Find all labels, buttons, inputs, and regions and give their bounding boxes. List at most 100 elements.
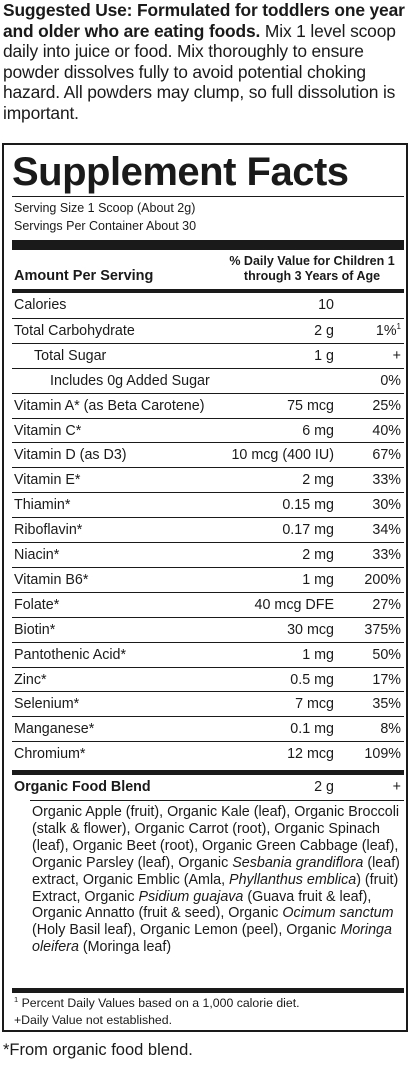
nutrient-daily-value: 17% xyxy=(372,668,401,693)
daily-value-text: 35% xyxy=(372,696,401,713)
nutrient-row: Selenium* 7 mcg 35% xyxy=(12,691,404,717)
nutrient-name: Selenium* xyxy=(14,696,80,713)
daily-value-text: 40% xyxy=(372,422,401,439)
nutrient-amount: 0.17 mg xyxy=(282,522,334,539)
nutrient-row: Vitamin B6* 1 mg 200% xyxy=(12,566,404,593)
botanical-name: Phyllanthus emblica xyxy=(229,871,357,888)
nutrient-daily-value: 30% xyxy=(372,493,401,518)
nutrient-name: Vitamin A* (as Beta Carotene) xyxy=(14,397,205,414)
daily-value-text: 67% xyxy=(372,447,401,464)
nutrient-name: Vitamin D (as D3) xyxy=(14,447,127,464)
nutrient-row: Niacin* 2 mg 33% xyxy=(12,542,404,568)
nutrient-row: Thiamin* 0.15 mg 30% xyxy=(12,492,404,518)
daily-value-text: 375% xyxy=(364,621,401,638)
ingredient-text: (Holy Basil leaf), Organic Lemon (peel),… xyxy=(32,922,341,939)
nutrient-name: Folate* xyxy=(14,596,60,613)
nutrient-row: Pantothenic Acid* 1 mg 50% xyxy=(12,641,404,668)
nutrient-amount: 1 mg xyxy=(302,571,334,588)
nutrient-daily-value: 27% xyxy=(372,593,401,618)
nutrient-daily-value: 33% xyxy=(372,468,401,493)
nutrient-daily-value: 0% xyxy=(380,369,401,394)
suggested-use-heading: Suggested Use: Formulated for toddlers o… xyxy=(3,0,405,41)
servings-per-container: Servings Per Container About 30 xyxy=(14,219,197,233)
amount-per-serving-header: Amount Per Serving xyxy=(14,268,154,284)
daily-value-text: 8% xyxy=(380,721,401,738)
nutrient-amount: 30 mcg xyxy=(287,621,334,638)
nutrient-name: Total Sugar xyxy=(34,347,107,364)
blend-title: Organic Food Blend xyxy=(14,779,151,795)
daily-value-text: 109% xyxy=(364,746,401,763)
nutrient-daily-value: 40% xyxy=(372,419,401,444)
daily-value-header: % Daily Value for Children 1 through 3 Y… xyxy=(229,254,395,283)
nutrient-row: Includes 0g Added Sugar 0% xyxy=(12,367,404,394)
nutrient-row: Total Carbohydrate 2 g 1%1 xyxy=(12,317,404,344)
daily-value-text: 200% xyxy=(364,571,401,588)
nutrient-name: Vitamin B6* xyxy=(14,571,89,588)
panel-title: Supplement Facts xyxy=(12,150,349,194)
nutrient-row: Chromium* 12 mcg 109% xyxy=(12,741,404,767)
ingredient-text: Organic Apple (fruit), Organic Kale (lea… xyxy=(32,804,400,871)
nutrient-name: Calories xyxy=(14,297,67,313)
footnote-percent-text: Percent Daily Values based on a 1,000 ca… xyxy=(18,996,300,1010)
ingredient-text: (Guava fruit & leaf), Organic Annatto (f… xyxy=(32,888,372,922)
title-rule xyxy=(12,196,404,197)
nutrient-daily-value: 200% xyxy=(364,568,401,593)
nutrient-amount: 1 mg xyxy=(302,646,334,663)
nutrient-name: Biotin* xyxy=(14,621,56,638)
nutrient-amount: 7 mcg xyxy=(295,696,334,713)
nutrient-amount: 2 mg xyxy=(302,472,334,489)
nutrient-daily-value: 35% xyxy=(372,692,401,717)
nutrient-row: Vitamin C* 6 mg 40% xyxy=(12,417,404,444)
daily-value-footnote-marker: 1 xyxy=(396,321,401,331)
serving-thick-rule xyxy=(12,240,404,250)
nutrient-daily-value: 25% xyxy=(372,394,401,419)
nutrient-amount: 10 xyxy=(318,297,334,313)
daily-value-text: 0% xyxy=(380,372,401,389)
suggested-use-body: Mix 1 level scoop daily into juice or fo… xyxy=(3,20,396,123)
nutrient-row: Manganese* 0.1 mg 8% xyxy=(12,716,404,742)
blend-rule xyxy=(30,800,404,801)
nutrient-daily-value: 50% xyxy=(372,643,401,668)
nutrient-daily-value: 109% xyxy=(364,742,401,767)
nutrient-name: Vitamin C* xyxy=(14,422,82,439)
daily-value-text: 50% xyxy=(372,646,401,663)
nutrient-amount: 2 mg xyxy=(302,547,334,563)
nutrient-daily-value: 375% xyxy=(364,618,401,643)
daily-value-text: 27% xyxy=(372,596,401,613)
blend-daily-value: + xyxy=(392,779,401,795)
nutrient-daily-value: 8% xyxy=(380,717,401,742)
daily-value-text: + xyxy=(392,347,401,364)
nutrient-daily-value: 1%1 xyxy=(376,319,401,344)
nutrient-amount: 40 mcg DFE xyxy=(254,596,334,613)
nutrient-name: Total Carbohydrate xyxy=(14,322,135,339)
nutrient-name: Zinc* xyxy=(14,671,47,688)
organic-blend-note: *From organic food blend. xyxy=(3,1041,193,1059)
nutrient-row: Vitamin E* 2 mg 33% xyxy=(12,467,404,493)
nutrient-row: Calories 10 xyxy=(12,293,404,318)
ingredient-text: ) (fruit) Extract, Organic xyxy=(32,871,399,905)
daily-value-text: 25% xyxy=(372,397,401,414)
nutrient-name: Riboflavin* xyxy=(14,522,83,539)
daily-value-text: 33% xyxy=(372,472,401,489)
nutrient-daily-value: 67% xyxy=(372,443,401,468)
nutrient-amount: 2 g xyxy=(314,322,334,339)
nutrient-row: Vitamin A* (as Beta Carotene) 75 mcg 25% xyxy=(12,392,404,419)
nutrient-daily-value: 33% xyxy=(372,543,401,568)
nutrient-daily-value: 34% xyxy=(372,518,401,543)
nutrient-row: Vitamin D (as D3) 10 mcg (400 IU) 67% xyxy=(12,442,404,468)
header-rule xyxy=(12,289,404,293)
nutrient-name: Vitamin E* xyxy=(14,472,81,489)
nutrient-daily-value: + xyxy=(393,344,401,369)
botanical-name: Moringa oleifera xyxy=(32,922,392,956)
daily-value-text: 1% xyxy=(375,322,397,339)
footnote-daily-value: +Daily Value not established. xyxy=(14,1013,173,1027)
blend-thick-rule xyxy=(12,770,404,775)
serving-size: Serving Size 1 Scoop (About 2g) xyxy=(14,201,196,215)
footnote-thick-rule xyxy=(12,988,404,993)
suggested-use-text: Suggested Use: Formulated for toddlers o… xyxy=(3,0,413,124)
daily-value-text: 17% xyxy=(372,671,401,688)
botanical-name: Psidium guajava xyxy=(138,888,244,905)
ingredient-text: (leaf) extract, Organic Emblic (Amla, xyxy=(32,854,400,888)
footnote-percent: 1 Percent Daily Values based on a 1,000 … xyxy=(14,995,300,1011)
daily-value-text: 34% xyxy=(372,522,401,539)
